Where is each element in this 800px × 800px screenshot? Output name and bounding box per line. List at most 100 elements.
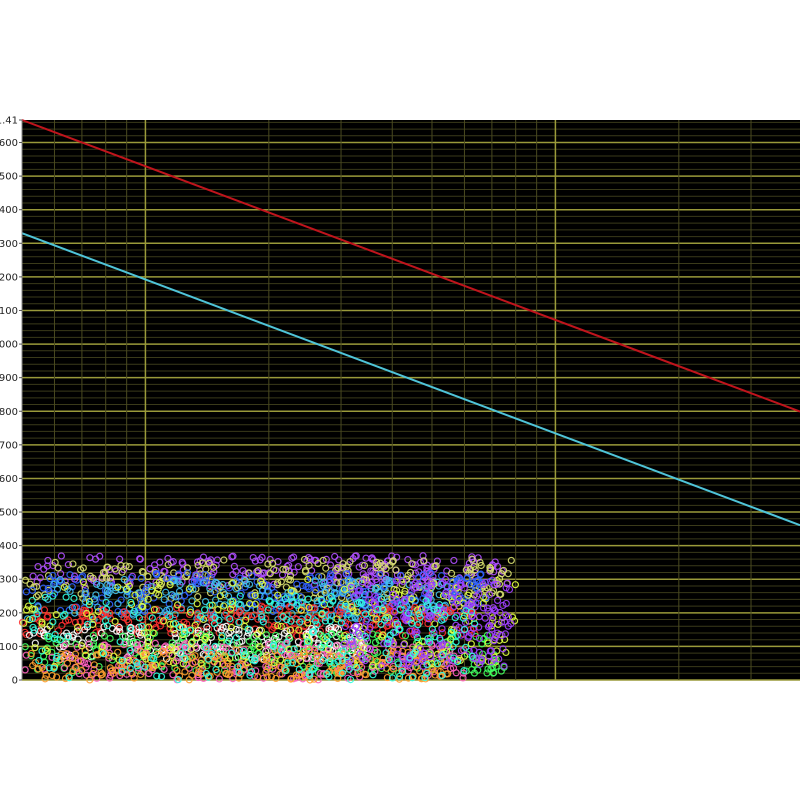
scatter-point bbox=[279, 612, 287, 621]
scatter-point bbox=[20, 619, 28, 627]
scatter-point bbox=[460, 667, 468, 675]
scatter-point bbox=[378, 662, 386, 670]
scatter-point bbox=[296, 618, 304, 626]
scatter-point bbox=[56, 606, 65, 615]
scatter-point bbox=[187, 645, 195, 653]
scatter-point bbox=[486, 564, 495, 573]
scatter-point bbox=[232, 585, 240, 593]
scatter-point bbox=[337, 578, 345, 586]
scatter-point bbox=[133, 662, 141, 670]
scatter-point bbox=[468, 555, 476, 563]
scatter-point bbox=[97, 671, 105, 679]
scatter-point bbox=[392, 566, 400, 574]
scatter-point bbox=[326, 617, 334, 625]
scatter-point bbox=[96, 552, 104, 560]
scatter-point bbox=[251, 557, 259, 565]
scatter-point bbox=[260, 593, 269, 601]
scatter-point bbox=[168, 651, 176, 660]
scatter-point bbox=[32, 593, 41, 601]
scatter-point bbox=[63, 659, 72, 667]
scatter-point bbox=[28, 596, 36, 605]
scatter-point bbox=[133, 641, 141, 649]
scatter-point bbox=[122, 585, 130, 593]
scatter-point bbox=[94, 607, 102, 616]
scatter-point bbox=[447, 635, 455, 643]
scatter-point bbox=[312, 586, 320, 594]
scatter-point bbox=[136, 555, 144, 563]
scatter-point bbox=[471, 629, 479, 638]
scatter-point bbox=[352, 652, 360, 660]
scatter-point bbox=[191, 621, 199, 629]
scatter-point bbox=[212, 578, 220, 587]
scatter-point bbox=[30, 583, 38, 591]
scatter-point bbox=[56, 658, 64, 666]
scatter-point bbox=[462, 566, 470, 574]
scatter-point bbox=[207, 649, 215, 658]
scatter-point bbox=[276, 605, 284, 614]
scatter-point bbox=[247, 591, 255, 599]
scatter-point bbox=[347, 583, 356, 591]
scatter-point bbox=[497, 618, 506, 626]
scatter-point bbox=[395, 675, 403, 683]
scatter-point bbox=[305, 646, 313, 654]
scatter-point bbox=[354, 614, 363, 623]
scatter-point bbox=[227, 649, 236, 657]
scatter-point bbox=[377, 620, 385, 628]
scatter-point bbox=[213, 652, 221, 660]
scatter-point bbox=[476, 660, 484, 668]
scatter-point bbox=[292, 592, 300, 600]
scatter-point bbox=[326, 600, 334, 608]
scatter-point bbox=[164, 561, 172, 569]
scatter-point bbox=[29, 662, 37, 670]
scatter-point bbox=[390, 585, 398, 594]
scatter-point bbox=[83, 620, 92, 629]
scatter-point bbox=[114, 648, 122, 656]
scatter-point bbox=[495, 590, 504, 598]
scatter-point bbox=[504, 613, 512, 621]
scatter-point bbox=[361, 632, 369, 640]
scatter-point bbox=[294, 563, 302, 571]
scatter-point bbox=[310, 675, 318, 683]
scatter-point bbox=[288, 554, 296, 562]
scatter-point bbox=[419, 654, 427, 662]
scatter-point bbox=[382, 649, 390, 657]
scatter-point bbox=[34, 562, 42, 571]
scatter-point bbox=[412, 658, 420, 667]
scatter-point bbox=[398, 652, 406, 660]
scatter-point bbox=[338, 594, 346, 602]
scatter-point bbox=[310, 665, 318, 673]
scatter-point bbox=[419, 571, 427, 579]
scatter-point bbox=[373, 583, 382, 592]
scatter-point bbox=[302, 568, 310, 576]
scatter-point bbox=[29, 623, 37, 631]
scatter-point bbox=[284, 575, 293, 584]
scatter-point bbox=[353, 608, 361, 616]
scatter-point bbox=[356, 632, 364, 640]
scatter-point bbox=[236, 601, 244, 609]
scatter-point bbox=[208, 601, 216, 609]
scatter-point bbox=[442, 670, 450, 678]
scatter-point bbox=[338, 657, 346, 665]
scatter-point bbox=[384, 621, 392, 630]
scatter-point bbox=[374, 658, 382, 666]
scatter-point bbox=[186, 606, 195, 614]
scatter-point bbox=[421, 673, 429, 682]
scatter-point bbox=[130, 674, 138, 682]
scatter-point bbox=[202, 633, 210, 641]
scatter-point bbox=[349, 607, 357, 615]
scatter-point bbox=[340, 640, 348, 648]
scatter-point bbox=[293, 601, 301, 609]
y-tick-label: 200 bbox=[0, 608, 18, 619]
scatter-point bbox=[360, 561, 369, 570]
scatter-point bbox=[86, 572, 95, 580]
scatter-point bbox=[72, 663, 80, 672]
scatter-point bbox=[438, 625, 446, 633]
scatter-point bbox=[235, 618, 243, 626]
scatter-point bbox=[203, 623, 211, 631]
scatter-point bbox=[461, 618, 470, 626]
scatter-point bbox=[276, 663, 284, 671]
scatter-point bbox=[334, 657, 342, 666]
scatter-point bbox=[196, 570, 204, 578]
y-tick-label: 800 bbox=[0, 407, 18, 418]
scatter-point bbox=[464, 601, 472, 609]
